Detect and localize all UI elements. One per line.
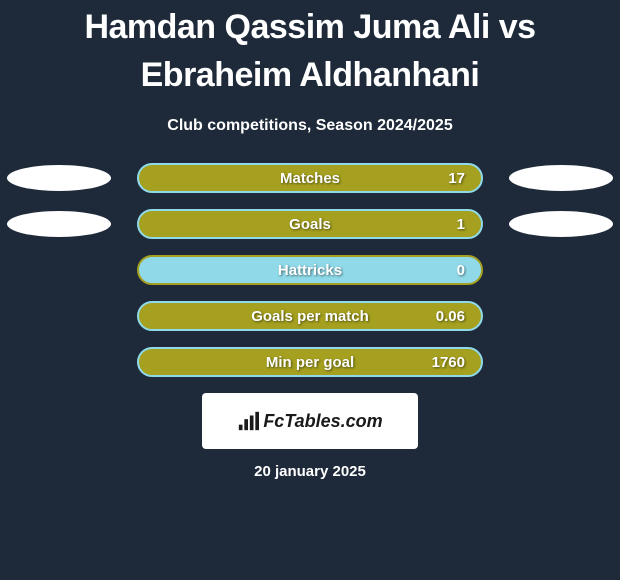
stat-bar: Goals per match 0.06 xyxy=(137,301,483,331)
main-container: Hamdan Qassim Juma Ali vs Ebraheim Aldha… xyxy=(0,0,620,580)
stat-row-goals: Goals 1 xyxy=(0,209,620,239)
subtitle: Club competitions, Season 2024/2025 xyxy=(167,117,452,135)
logo-text: FcTables.com xyxy=(263,411,382,432)
stat-value: 17 xyxy=(448,170,465,187)
stat-value: 1 xyxy=(457,216,465,233)
stat-label: Min per goal xyxy=(139,354,481,371)
stat-label: Matches xyxy=(139,170,481,187)
stat-value: 0.06 xyxy=(436,308,465,325)
stat-bar: Goals 1 xyxy=(137,209,483,239)
stat-row-min-per-goal: Min per goal 1760 xyxy=(0,347,620,377)
logo-box: FcTables.com xyxy=(202,393,418,449)
chart-icon xyxy=(237,410,259,432)
stat-bar: Min per goal 1760 xyxy=(137,347,483,377)
left-ellipse xyxy=(7,165,111,191)
left-ellipse xyxy=(7,211,111,237)
page-title: Hamdan Qassim Juma Ali vs Ebraheim Aldha… xyxy=(0,4,620,99)
stats-area: Matches 17 Goals 1 Hattricks 0 Goals per… xyxy=(0,163,620,377)
date: 20 january 2025 xyxy=(254,463,366,480)
stat-value: 0 xyxy=(457,262,465,279)
stat-bar: Matches 17 xyxy=(137,163,483,193)
stat-bar: Hattricks 0 xyxy=(137,255,483,285)
stat-row-matches: Matches 17 xyxy=(0,163,620,193)
stat-label: Goals per match xyxy=(139,308,481,325)
right-ellipse xyxy=(509,211,613,237)
stat-label: Hattricks xyxy=(139,262,481,279)
stat-label: Goals xyxy=(139,216,481,233)
right-ellipse xyxy=(509,165,613,191)
stat-value: 1760 xyxy=(432,354,465,371)
stat-row-hattricks: Hattricks 0 xyxy=(0,255,620,285)
stat-row-goals-per-match: Goals per match 0.06 xyxy=(0,301,620,331)
